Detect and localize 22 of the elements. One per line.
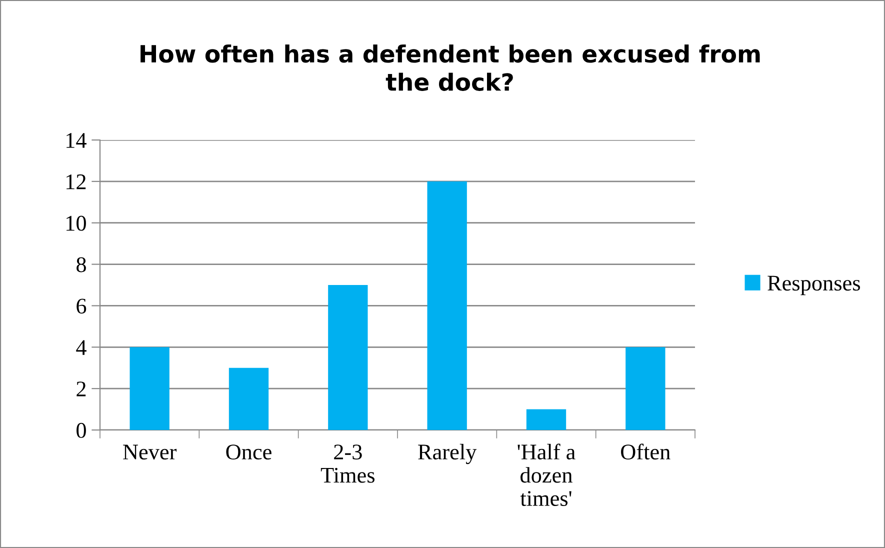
y-tick-label: 2 <box>76 382 86 396</box>
x-tick-label: Never <box>123 444 177 460</box>
bar <box>228 368 269 430</box>
x-tick-label: 2-3 Times <box>320 444 374 483</box>
x-tick-label: Rarely <box>418 444 477 464</box>
y-tick-label: 6 <box>76 298 86 314</box>
x-tick-label: Often <box>621 444 670 460</box>
y-tick-label: 10 <box>66 216 86 231</box>
y-tick-label: 0 <box>76 422 86 438</box>
y-tick-label: 12 <box>66 174 86 190</box>
y-tick-label: 8 <box>76 257 86 272</box>
y-tick-label: 14 <box>66 133 86 148</box>
y-tick-label: 4 <box>76 340 86 355</box>
bar <box>328 285 368 430</box>
bar <box>526 409 566 430</box>
x-tick-label: Once <box>226 444 272 460</box>
bar <box>626 347 666 430</box>
x-tick-label: 'Half a dozen times' <box>518 444 576 506</box>
bar <box>427 181 467 430</box>
chart-title: How often has a defendent been excused from the dock? <box>140 44 760 91</box>
bar <box>130 347 170 430</box>
legend-label: Responses <box>768 276 860 296</box>
